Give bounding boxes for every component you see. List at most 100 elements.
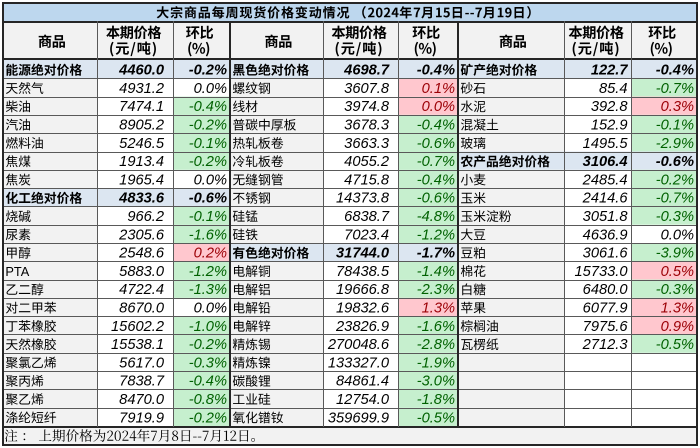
svg-text:-0.2%: -0.2% xyxy=(189,337,227,353)
svg-text:2485.4: 2485.4 xyxy=(582,172,628,188)
svg-text:84861.4: 84861.4 xyxy=(336,374,389,390)
svg-text:-0.1%: -0.1% xyxy=(656,118,694,134)
svg-text:-0.2%: -0.2% xyxy=(656,172,694,188)
svg-text:3051.8: 3051.8 xyxy=(583,209,629,225)
svg-text:6480.0: 6480.0 xyxy=(583,282,629,298)
svg-text:-3.9%: -3.9% xyxy=(656,246,694,262)
svg-text:8670.0: 8670.0 xyxy=(119,301,165,317)
svg-text:152.9: 152.9 xyxy=(591,118,628,134)
svg-text:78438.5: 78438.5 xyxy=(336,264,390,280)
svg-text:19832.6: 19832.6 xyxy=(336,301,390,317)
svg-text:-0.4%: -0.4% xyxy=(656,63,694,79)
svg-text:3678.3: 3678.3 xyxy=(344,118,390,134)
svg-text:19666.8: 19666.8 xyxy=(336,282,390,298)
svg-text:-0.2%: -0.2% xyxy=(189,118,227,134)
svg-text:-2.3%: -2.3% xyxy=(417,282,455,298)
svg-text:23826.9: 23826.9 xyxy=(335,319,389,335)
svg-text:7838.7: 7838.7 xyxy=(119,374,165,390)
svg-text:3974.8: 3974.8 xyxy=(344,99,390,115)
svg-text:-2.8%: -2.8% xyxy=(417,337,455,353)
svg-text:3061.6: 3061.6 xyxy=(583,246,629,262)
svg-text:-0.6%: -0.6% xyxy=(417,191,455,207)
svg-text:-1.6%: -1.6% xyxy=(417,319,455,335)
svg-text:0.0%: 0.0% xyxy=(194,301,227,317)
svg-text:392.8: 392.8 xyxy=(591,99,629,115)
svg-text:6838.7: 6838.7 xyxy=(344,209,390,225)
svg-text:-0.7%: -0.7% xyxy=(656,191,694,207)
svg-text:4715.8: 4715.8 xyxy=(344,172,390,188)
svg-text:15733.0: 15733.0 xyxy=(575,264,629,280)
svg-text:-0.2%: -0.2% xyxy=(189,410,227,426)
svg-text:-0.6%: -0.6% xyxy=(656,154,694,170)
svg-text:4460.0: 4460.0 xyxy=(118,63,165,79)
svg-text:-3.0%: -3.0% xyxy=(417,374,455,390)
svg-text:-0.1%: -0.1% xyxy=(189,209,227,225)
svg-text:14373.8: 14373.8 xyxy=(336,191,390,207)
svg-text:7023.4: 7023.4 xyxy=(344,227,389,243)
svg-text:-0.1%: -0.1% xyxy=(189,136,227,152)
svg-text:-1.6%: -1.6% xyxy=(189,227,227,243)
svg-text:7474.1: 7474.1 xyxy=(119,99,164,115)
svg-text:4055.2: 4055.2 xyxy=(344,154,389,170)
svg-text:-1.8%: -1.8% xyxy=(417,392,455,408)
svg-text:-0.6%: -0.6% xyxy=(189,191,227,207)
svg-text:-1.2%: -1.2% xyxy=(189,264,227,280)
svg-text:0.0%: 0.0% xyxy=(194,172,227,188)
svg-text:-1.0%: -1.0% xyxy=(189,319,227,335)
svg-text:270048.6: 270048.6 xyxy=(327,337,390,353)
svg-text:-0.4%: -0.4% xyxy=(189,374,227,390)
svg-text:0.5%: 0.5% xyxy=(661,264,694,280)
svg-text:0.9%: 0.9% xyxy=(661,319,694,335)
svg-text:-1.2%: -1.2% xyxy=(417,227,455,243)
svg-text:12754.0: 12754.0 xyxy=(336,392,390,408)
svg-text:-0.4%: -0.4% xyxy=(189,99,227,115)
svg-text:1.3%: 1.3% xyxy=(422,301,455,317)
svg-text:-0.3%: -0.3% xyxy=(656,282,694,298)
svg-text:4698.7: 4698.7 xyxy=(343,63,390,79)
svg-text:966.2: 966.2 xyxy=(127,209,164,225)
svg-text:3106.4: 3106.4 xyxy=(583,154,628,170)
svg-text:-0.7%: -0.7% xyxy=(656,81,694,97)
svg-text:2712.3: 2712.3 xyxy=(582,337,629,353)
svg-text:5883.0: 5883.0 xyxy=(119,264,165,280)
svg-text:359699.9: 359699.9 xyxy=(328,410,389,426)
svg-text:-4.8%: -4.8% xyxy=(417,209,455,225)
svg-text:6077.9: 6077.9 xyxy=(583,301,628,317)
svg-text:1965.4: 1965.4 xyxy=(119,172,164,188)
svg-text:-2.9%: -2.9% xyxy=(656,136,694,152)
svg-text:0.0%: 0.0% xyxy=(422,99,455,115)
svg-text:8470.0: 8470.0 xyxy=(119,392,165,408)
svg-text:-1.4%: -1.4% xyxy=(417,264,455,280)
svg-text:15538.1: 15538.1 xyxy=(111,337,164,353)
svg-text:-1.9%: -1.9% xyxy=(417,355,455,371)
svg-text:5246.5: 5246.5 xyxy=(119,136,165,152)
svg-text:-0.8%: -0.8% xyxy=(189,392,227,408)
svg-text:-0.3%: -0.3% xyxy=(189,355,227,371)
svg-text:0.2%: 0.2% xyxy=(194,246,227,262)
svg-text:-0.5%: -0.5% xyxy=(656,337,694,353)
svg-text:4833.6: 4833.6 xyxy=(118,191,165,207)
svg-text:85.4: 85.4 xyxy=(599,81,628,97)
svg-text:4636.9: 4636.9 xyxy=(583,227,628,243)
svg-text:0.0%: 0.0% xyxy=(194,81,227,97)
svg-text:8905.2: 8905.2 xyxy=(119,118,164,134)
svg-text:-1.7%: -1.7% xyxy=(417,246,455,262)
svg-text:-0.2%: -0.2% xyxy=(189,63,227,79)
svg-text:0.1%: 0.1% xyxy=(422,81,455,97)
svg-text:-0.5%: -0.5% xyxy=(417,410,455,426)
svg-text:15602.2: 15602.2 xyxy=(111,319,164,335)
svg-text:-0.2%: -0.2% xyxy=(189,154,227,170)
svg-text:-0.7%: -0.7% xyxy=(417,154,455,170)
svg-text:1913.4: 1913.4 xyxy=(119,154,164,170)
svg-text:7975.6: 7975.6 xyxy=(583,319,629,335)
svg-text:4722.4: 4722.4 xyxy=(119,282,164,298)
svg-text:3663.3: 3663.3 xyxy=(344,136,390,152)
svg-text:2548.6: 2548.6 xyxy=(118,246,165,262)
svg-text:-0.3%: -0.3% xyxy=(656,209,694,225)
svg-text:4931.2: 4931.2 xyxy=(119,81,164,97)
svg-text:-0.4%: -0.4% xyxy=(417,63,455,79)
svg-text:0.3%: 0.3% xyxy=(661,99,694,115)
svg-text:1495.5: 1495.5 xyxy=(583,136,629,152)
svg-text:3607.8: 3607.8 xyxy=(344,81,390,97)
svg-text:1.3%: 1.3% xyxy=(661,301,694,317)
